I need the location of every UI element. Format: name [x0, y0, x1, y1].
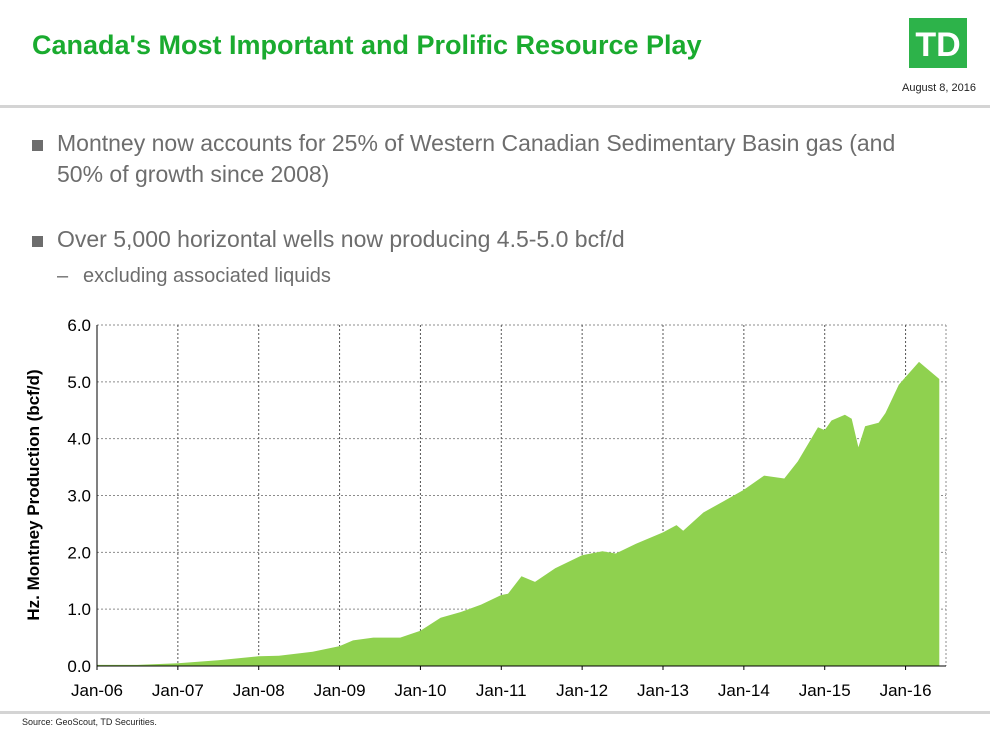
bullet-item: Over 5,000 horizontal wells now producin…	[32, 224, 902, 255]
y-tick-label: 0.0	[67, 657, 91, 676]
y-tick-label: 5.0	[67, 373, 91, 392]
bullet-item: Montney now accounts for 25% of Western …	[32, 128, 902, 190]
source-note: Source: GeoScout, TD Securities.	[22, 717, 157, 727]
report-date: August 8, 2016	[901, 82, 976, 94]
bullet-square-icon	[32, 140, 43, 151]
y-tick-label: 6.0	[67, 316, 91, 335]
y-tick-label: 3.0	[67, 487, 91, 506]
bullet-square-icon	[32, 236, 43, 247]
x-tick-label: Jan-06	[71, 681, 123, 700]
chart-axes	[96, 325, 946, 670]
x-tick-label: Jan-14	[718, 681, 770, 700]
td-logo: TD	[909, 18, 967, 68]
y-tick-label: 4.0	[67, 430, 91, 449]
header-divider	[0, 105, 990, 108]
x-tick-label: Jan-11	[476, 681, 527, 700]
x-tick-label: Jan-15	[799, 681, 851, 700]
sub-bullet: – excluding associated liquids	[57, 265, 331, 288]
td-logo-text: TD	[915, 26, 960, 64]
y-axis-label: Hz. Montney Production (bcf/d)	[24, 369, 43, 620]
x-tick-label: Jan-16	[880, 681, 932, 700]
x-tick-label: Jan-13	[637, 681, 689, 700]
bullet-text: Montney now accounts for 25% of Western …	[57, 130, 896, 187]
y-tick-label: 1.0	[67, 600, 91, 619]
x-tick-label: Jan-09	[314, 681, 366, 700]
x-tick-label: Jan-07	[152, 681, 204, 700]
sub-bullet-text: excluding associated liquids	[83, 265, 331, 287]
y-tick-label: 2.0	[67, 543, 91, 562]
x-tick-label: Jan-08	[233, 681, 285, 700]
x-tick-label: Jan-12	[556, 681, 608, 700]
bullet-text: Over 5,000 horizontal wells now producin…	[57, 226, 625, 252]
footer-divider	[0, 711, 990, 714]
sub-bullet-dash: –	[57, 265, 69, 287]
tick-labels: 0.0 1.0 2.0 3.0 4.0 5.0 6.0 Jan-06 Jan-07 Jan-08 J…	[67, 316, 931, 700]
x-tick-label: Jan-10	[394, 681, 446, 700]
production-chart: 0.0 1.0 2.0 3.0 4.0 5.0 6.0 Jan-06 Jan-07 Jan-08 J…	[24, 316, 947, 700]
page-title: Canada's Most Important and Prolific Res…	[32, 30, 702, 60]
series-area	[97, 361, 940, 666]
